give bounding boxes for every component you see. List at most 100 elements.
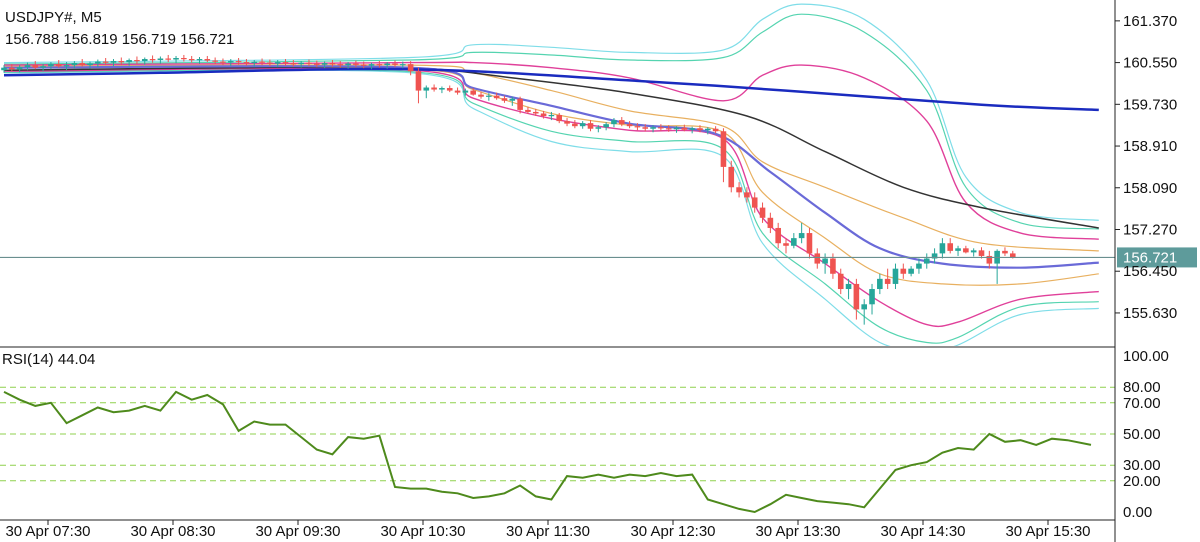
candle-bear[interactable] [783,238,789,254]
candle-bear[interactable] [337,61,344,68]
candle-bear[interactable] [986,250,993,269]
candle-bear[interactable] [407,61,414,76]
candle-bear[interactable] [728,160,735,193]
candle-bear[interactable] [775,222,781,249]
candle-bull[interactable] [791,233,797,249]
candle-bear[interactable] [634,123,641,131]
candle-bear[interactable] [493,92,500,100]
candle-bear[interactable] [814,248,821,269]
candle-bull[interactable] [40,64,46,72]
candle-bull[interactable] [321,61,328,69]
candle-bull[interactable] [71,61,78,69]
candle-bull[interactable] [861,299,867,325]
candle-bear[interactable] [181,54,187,62]
candle-bull[interactable] [95,59,101,68]
candle-bear[interactable] [55,60,62,68]
candle-bull[interactable] [157,56,164,64]
candle-bull[interactable] [673,126,680,133]
candle-bear[interactable] [79,59,85,67]
candle-bear[interactable] [744,187,750,203]
candle-bear[interactable] [681,124,688,132]
candle-bull[interactable] [689,126,695,134]
candle-bear[interactable] [290,60,297,67]
candle-bear[interactable] [759,202,766,223]
candle-bull[interactable] [227,59,234,67]
candle-bull[interactable] [110,59,117,67]
candle-bull[interactable] [384,62,390,69]
candle-bear[interactable] [376,61,383,68]
candle-bear[interactable] [626,121,633,129]
candle-bull[interactable] [931,248,938,264]
candle-bear[interactable] [353,60,359,68]
candle-bull[interactable] [63,62,70,71]
candle-bear[interactable] [556,112,563,124]
candle-bear[interactable] [665,125,672,132]
candle-bull[interactable] [87,61,93,69]
candle-bear[interactable] [884,268,891,290]
candle-bear[interactable] [963,245,969,254]
candle-bull[interactable] [548,111,555,121]
candle-bear[interactable] [415,67,422,104]
candle-bull[interactable] [923,253,930,269]
candle-bear[interactable] [712,126,719,134]
candle-bear[interactable] [642,124,649,132]
candle-bull[interactable] [462,88,469,96]
candle-bear[interactable] [978,247,985,259]
candle-bull[interactable] [1,65,7,73]
candle-bull[interactable] [822,253,828,274]
candle-bear[interactable] [587,120,594,132]
candle-bull[interactable] [24,62,31,71]
candle-bear[interactable] [165,54,172,63]
candle-bull[interactable] [196,56,203,64]
candle-bull[interactable] [579,121,586,129]
candle-bear[interactable] [618,117,625,127]
candle-bull[interactable] [509,96,516,106]
candle-bull[interactable] [400,61,406,69]
candle-bear[interactable] [431,84,437,92]
candle-bull[interactable] [439,86,445,94]
candle-bear[interactable] [267,59,273,67]
candle-bull[interactable] [908,266,914,277]
candle-bull[interactable] [251,60,258,67]
candle-bull[interactable] [486,93,492,101]
candle-bear[interactable] [501,95,508,103]
candle-bull[interactable] [877,273,883,295]
candle-bear[interactable] [517,96,523,114]
candle-bull[interactable] [970,248,977,257]
candle-bear[interactable] [204,55,211,63]
candle-bear[interactable] [751,192,758,213]
candle-bull[interactable] [611,118,617,128]
candle-bear[interactable] [564,118,570,127]
candle-bear[interactable] [329,60,336,67]
candle-bull[interactable] [368,62,375,70]
candle-bull[interactable] [173,55,179,64]
candle-bull[interactable] [16,65,23,73]
candle-bull[interactable] [141,57,148,65]
candle-bull[interactable] [126,58,132,66]
candle-bear[interactable] [1002,247,1008,256]
candle-bear[interactable] [470,88,476,96]
candle-bear[interactable] [259,58,265,66]
candle-bear[interactable] [220,58,226,66]
candle-bear[interactable] [392,60,398,68]
price-panel[interactable]: 156.721 [0,3,1197,350]
candle-bear[interactable] [314,60,320,68]
candle-bull[interactable] [298,61,304,68]
candle-bear[interactable] [149,55,156,63]
candle-bear[interactable] [853,278,860,320]
candle-bull[interactable] [892,263,899,290]
candle-bull[interactable] [345,62,351,69]
candle-bear[interactable] [360,61,367,69]
candle-bear[interactable] [658,124,664,131]
candle-bear[interactable] [243,59,250,66]
candle-bear[interactable] [947,238,954,254]
candle-bear[interactable] [134,56,140,65]
candle-bear[interactable] [306,59,312,67]
candle-bear[interactable] [767,212,774,234]
candle-bear[interactable] [188,55,195,63]
candle-bear[interactable] [9,64,15,72]
candle-bear[interactable] [525,106,531,114]
candle-bear[interactable] [837,268,844,295]
candle-bear[interactable] [532,108,539,117]
